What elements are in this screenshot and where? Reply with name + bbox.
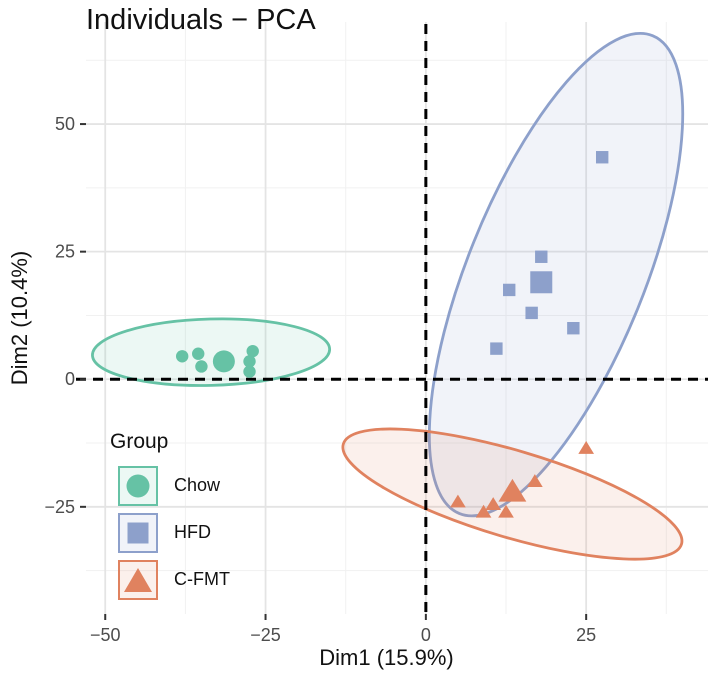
data-points xyxy=(175,151,609,518)
legend-label-hfd: HFD xyxy=(174,522,211,542)
point-hfd xyxy=(595,151,609,164)
legend-label-chow: Chow xyxy=(174,475,221,495)
point-hfd xyxy=(503,283,516,297)
centroid-chow xyxy=(212,350,235,373)
major-gridlines xyxy=(86,22,708,614)
legend-item-chow: Chow xyxy=(110,462,230,509)
square-icon xyxy=(127,522,149,543)
legend-label-cfmt: C-FMT xyxy=(174,569,230,589)
point-c-fmt xyxy=(485,497,502,510)
minor-gridlines xyxy=(86,22,708,614)
axes: −50 −25 0 25 −25 0 25 50 xyxy=(44,114,596,645)
chart-title: Individuals − PCA xyxy=(86,4,316,36)
point-c-fmt xyxy=(450,494,466,508)
point-hfd xyxy=(525,306,538,320)
point-chow xyxy=(243,355,256,368)
x-tick-label: −25 xyxy=(250,625,281,645)
point-chow xyxy=(175,350,189,363)
legend-item-hfd: HFD xyxy=(110,509,230,556)
point-c-fmt xyxy=(498,504,514,518)
point-c-fmt xyxy=(527,474,543,488)
centroid-c-fmt xyxy=(498,478,527,502)
point-hfd xyxy=(535,250,548,263)
point-c-fmt xyxy=(578,441,595,454)
point-hfd xyxy=(567,322,580,335)
triangle-icon xyxy=(124,567,152,592)
point-c-fmt xyxy=(475,504,492,518)
point-chow xyxy=(192,347,205,360)
circle-icon xyxy=(126,474,150,497)
x-tick-label: −50 xyxy=(90,625,121,645)
point-chow xyxy=(246,344,259,358)
legend-key-cfmt xyxy=(118,559,158,600)
centroid-hfd xyxy=(530,271,553,294)
x-axis-label: Dim1 (15.9%) xyxy=(319,645,454,670)
point-chow xyxy=(195,360,208,373)
y-tick-label: 25 xyxy=(55,242,75,262)
point-chow xyxy=(243,365,256,378)
x-tick-label: 0 xyxy=(421,625,431,645)
y-tick-label: 50 xyxy=(55,114,75,134)
legend-title: Group xyxy=(110,430,169,453)
legend: Group Chow HFD C-FMT xyxy=(110,430,230,603)
x-tick-label: 25 xyxy=(576,625,596,645)
legend-key-chow xyxy=(118,465,158,506)
zero-reference-lines xyxy=(76,24,708,614)
ellipse-hfd xyxy=(427,31,685,518)
point-hfd xyxy=(490,342,503,355)
y-tick-label: 0 xyxy=(65,369,75,389)
legend-key-hfd xyxy=(118,512,158,553)
legend-item-cfmt: C-FMT xyxy=(110,556,230,603)
y-tick-label: −25 xyxy=(44,497,75,517)
ellipse-chow xyxy=(91,317,332,387)
y-axis-label: Dim2 (10.4%) xyxy=(7,250,32,386)
